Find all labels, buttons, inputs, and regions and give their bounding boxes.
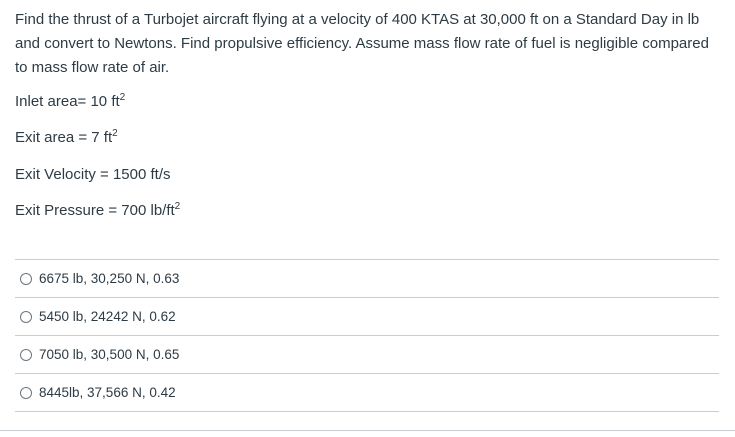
- answer-label-4[interactable]: 8445lb, 37,566 N, 0.42: [39, 385, 176, 400]
- given-inlet-area-exponent: 2: [119, 92, 126, 103]
- answer-label-1[interactable]: 6675 lb, 30,250 N, 0.63: [39, 271, 180, 286]
- answer-option-1[interactable]: 6675 lb, 30,250 N, 0.63: [15, 259, 719, 297]
- question-block: Find the thrust of a Turbojet aircraft f…: [15, 8, 723, 219]
- given-exit-area-text: Exit area = 7 ft: [15, 129, 113, 146]
- answer-list: 6675 lb, 30,250 N, 0.63 5450 lb, 24242 N…: [15, 259, 719, 412]
- given-exit-area: Exit area = 7 ft2: [15, 128, 118, 148]
- radio-button-1[interactable]: [20, 272, 32, 285]
- answer-label-2[interactable]: 5450 lb, 24242 N, 0.62: [39, 309, 176, 324]
- radio-button-4[interactable]: [20, 386, 32, 399]
- answer-option-4[interactable]: 8445lb, 37,566 N, 0.42: [15, 373, 719, 412]
- given-exit-pressure-text: Exit Pressure = 700 lb/ft: [15, 202, 175, 219]
- given-exit-velocity: Exit Velocity = 1500 ft/s: [15, 165, 171, 185]
- answer-option-2[interactable]: 5450 lb, 24242 N, 0.62: [15, 297, 719, 335]
- radio-button-3[interactable]: [20, 348, 32, 361]
- given-exit-area-exponent: 2: [112, 128, 118, 139]
- question-text: Find the thrust of a Turbojet aircraft f…: [15, 11, 709, 76]
- given-inlet-area-text: Inlet area= 10 ft: [15, 93, 120, 110]
- given-exit-velocity-text: Exit Velocity = 1500 ft/s: [15, 166, 171, 183]
- radio-button-2[interactable]: [20, 310, 32, 323]
- given-exit-pressure-exponent: 2: [174, 201, 181, 212]
- bottom-divider: [0, 430, 735, 431]
- answer-label-3[interactable]: 7050 lb, 30,500 N, 0.65: [39, 347, 180, 362]
- given-exit-pressure: Exit Pressure = 700 lb/ft2: [15, 201, 180, 221]
- given-inlet-area: Inlet area= 10 ft2: [15, 92, 125, 112]
- answer-option-3[interactable]: 7050 lb, 30,500 N, 0.65: [15, 335, 719, 373]
